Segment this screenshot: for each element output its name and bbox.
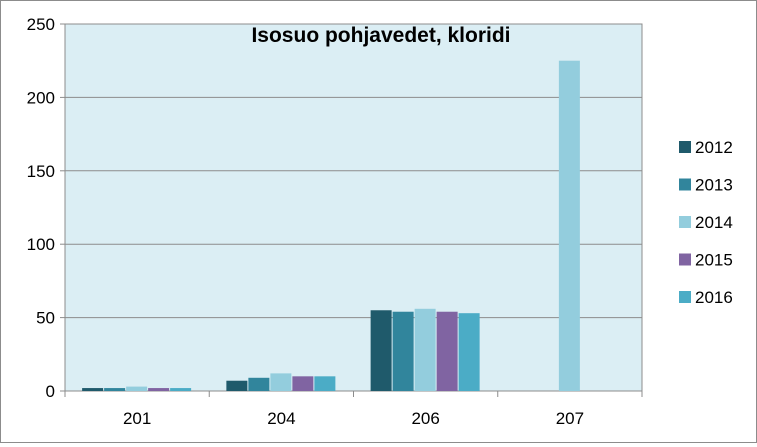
legend: 2012 2013 2014 2015 2016 bbox=[679, 138, 733, 307]
bar-2014-204 bbox=[270, 373, 292, 391]
bar-2014-207 bbox=[558, 60, 580, 391]
bar-2015-206 bbox=[436, 311, 458, 391]
bar-2012-204 bbox=[226, 380, 248, 391]
bar-2016-201 bbox=[170, 388, 192, 391]
bars bbox=[82, 60, 580, 391]
y-tick-label: 100 bbox=[27, 235, 55, 254]
bar-2016-206 bbox=[458, 313, 480, 391]
x-tick-label: 207 bbox=[556, 409, 584, 428]
legend-swatch bbox=[679, 216, 691, 228]
bar-2012-206 bbox=[370, 310, 392, 391]
axes: 0 50 100 150 200 250 201 204 206 207 bbox=[27, 15, 643, 428]
legend-swatch bbox=[679, 141, 691, 153]
plot-area bbox=[64, 23, 643, 392]
grid-lines bbox=[65, 96, 642, 319]
bar-2013-204 bbox=[248, 377, 270, 391]
y-tick-label: 200 bbox=[27, 88, 55, 107]
bar-2014-201 bbox=[126, 386, 148, 391]
bar-2013-206 bbox=[392, 311, 414, 391]
x-tick-label: 204 bbox=[267, 409, 295, 428]
bar-2014-206 bbox=[414, 308, 436, 391]
y-tick-label: 250 bbox=[27, 15, 55, 34]
chart-title: Isosuo pohjavedet, kloridi bbox=[251, 24, 510, 47]
legend-label: 2012 bbox=[695, 138, 733, 157]
y-tick-label: 50 bbox=[36, 309, 55, 328]
legend-label: 2015 bbox=[695, 251, 733, 270]
y-tick-label: 150 bbox=[27, 162, 55, 181]
legend-label: 2014 bbox=[695, 213, 733, 232]
bar-2013-201 bbox=[104, 388, 126, 391]
bar-2016-204 bbox=[314, 376, 336, 391]
bar-2015-201 bbox=[148, 388, 170, 391]
x-tick-label: 206 bbox=[411, 409, 439, 428]
bar-2015-204 bbox=[292, 376, 314, 391]
legend-swatch bbox=[679, 291, 691, 303]
y-tick-label: 0 bbox=[46, 382, 55, 401]
legend-swatch bbox=[679, 178, 691, 191]
legend-label: 2016 bbox=[695, 288, 733, 307]
legend-label: 2013 bbox=[695, 176, 733, 195]
bar-2012-201 bbox=[82, 388, 104, 391]
x-tick-label: 201 bbox=[123, 409, 151, 428]
legend-swatch bbox=[679, 253, 691, 266]
